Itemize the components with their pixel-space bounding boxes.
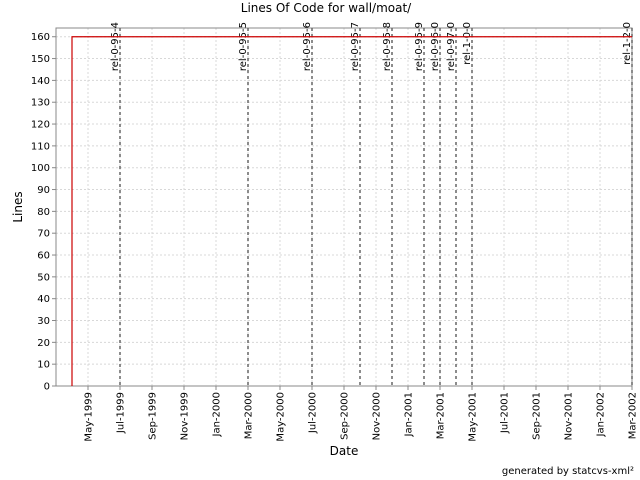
y-tick-label: 160 [31,32,50,43]
x-tick-label: Jan-2002 [596,392,607,437]
plot-frame [55,27,633,387]
release-label: rel-0-95-8 [382,22,393,71]
y-tick-label: 10 [37,360,50,371]
y-tick-label: 70 [37,229,50,240]
chart-title: Lines Of Code for wall/moat/ [241,1,412,15]
y-tick-label: 150 [31,54,50,65]
x-tick-label: Jul-1999 [116,392,127,434]
y-tick-label: 40 [37,294,50,305]
x-tick-label: May-1999 [84,392,95,442]
release-label: rel-0-96-0 [430,22,441,71]
x-tick-label: Nov-1999 [180,392,191,440]
y-tick-label: 140 [31,76,50,87]
y-tick-label: 110 [31,141,50,152]
y-tick-label: 0 [44,382,50,393]
x-tick-label: Nov-2000 [372,392,383,440]
footer: generated by statcvs-xml² [502,466,634,477]
x-tick-label: May-2001 [468,392,479,442]
x-tick-label: Sep-1999 [148,392,159,440]
y-tick-label: 90 [37,185,50,196]
y-tick-label: 30 [37,316,50,327]
y-tick-label: 20 [37,338,50,349]
x-tick-label: Jul-2001 [500,392,511,434]
release-label: rel-0-95-5 [238,22,249,71]
y-tick-label: 80 [37,207,50,218]
y-tick-label: 100 [31,163,50,174]
release-label: rel-0-97-0 [446,22,457,71]
y-tick-label: 50 [37,272,50,283]
x-tick-label: Sep-2000 [340,392,351,440]
x-tick-label: Mar-2001 [436,392,447,439]
y-axis-label: Lines [11,191,25,222]
y-tick-label: 120 [31,120,50,131]
release-label: rel-1-0-0 [462,22,473,65]
x-tick-label: Jan-2000 [212,392,223,437]
x-tick-label: Jan-2001 [404,392,415,437]
release-label: rel-0-95-4 [110,22,121,71]
x-tick-label: Mar-2000 [244,392,255,439]
x-tick-label: Mar-2002 [628,392,639,439]
release-label: rel-0-95-9 [414,22,425,71]
x-tick-label: May-2000 [276,392,287,442]
x-tick-label: Sep-2001 [532,392,543,440]
x-axis-label: Date [330,444,359,458]
release-label: rel-0-95-6 [302,22,313,71]
release-label: rel-1-2-0 [622,22,633,65]
x-tick-label: Nov-2001 [564,392,575,440]
release-label: rel-0-95-7 [350,22,361,71]
x-tick-label: Jul-2000 [308,392,319,434]
y-tick-label: 60 [37,251,50,262]
y-tick-label: 130 [31,98,50,109]
series-line [71,36,632,386]
